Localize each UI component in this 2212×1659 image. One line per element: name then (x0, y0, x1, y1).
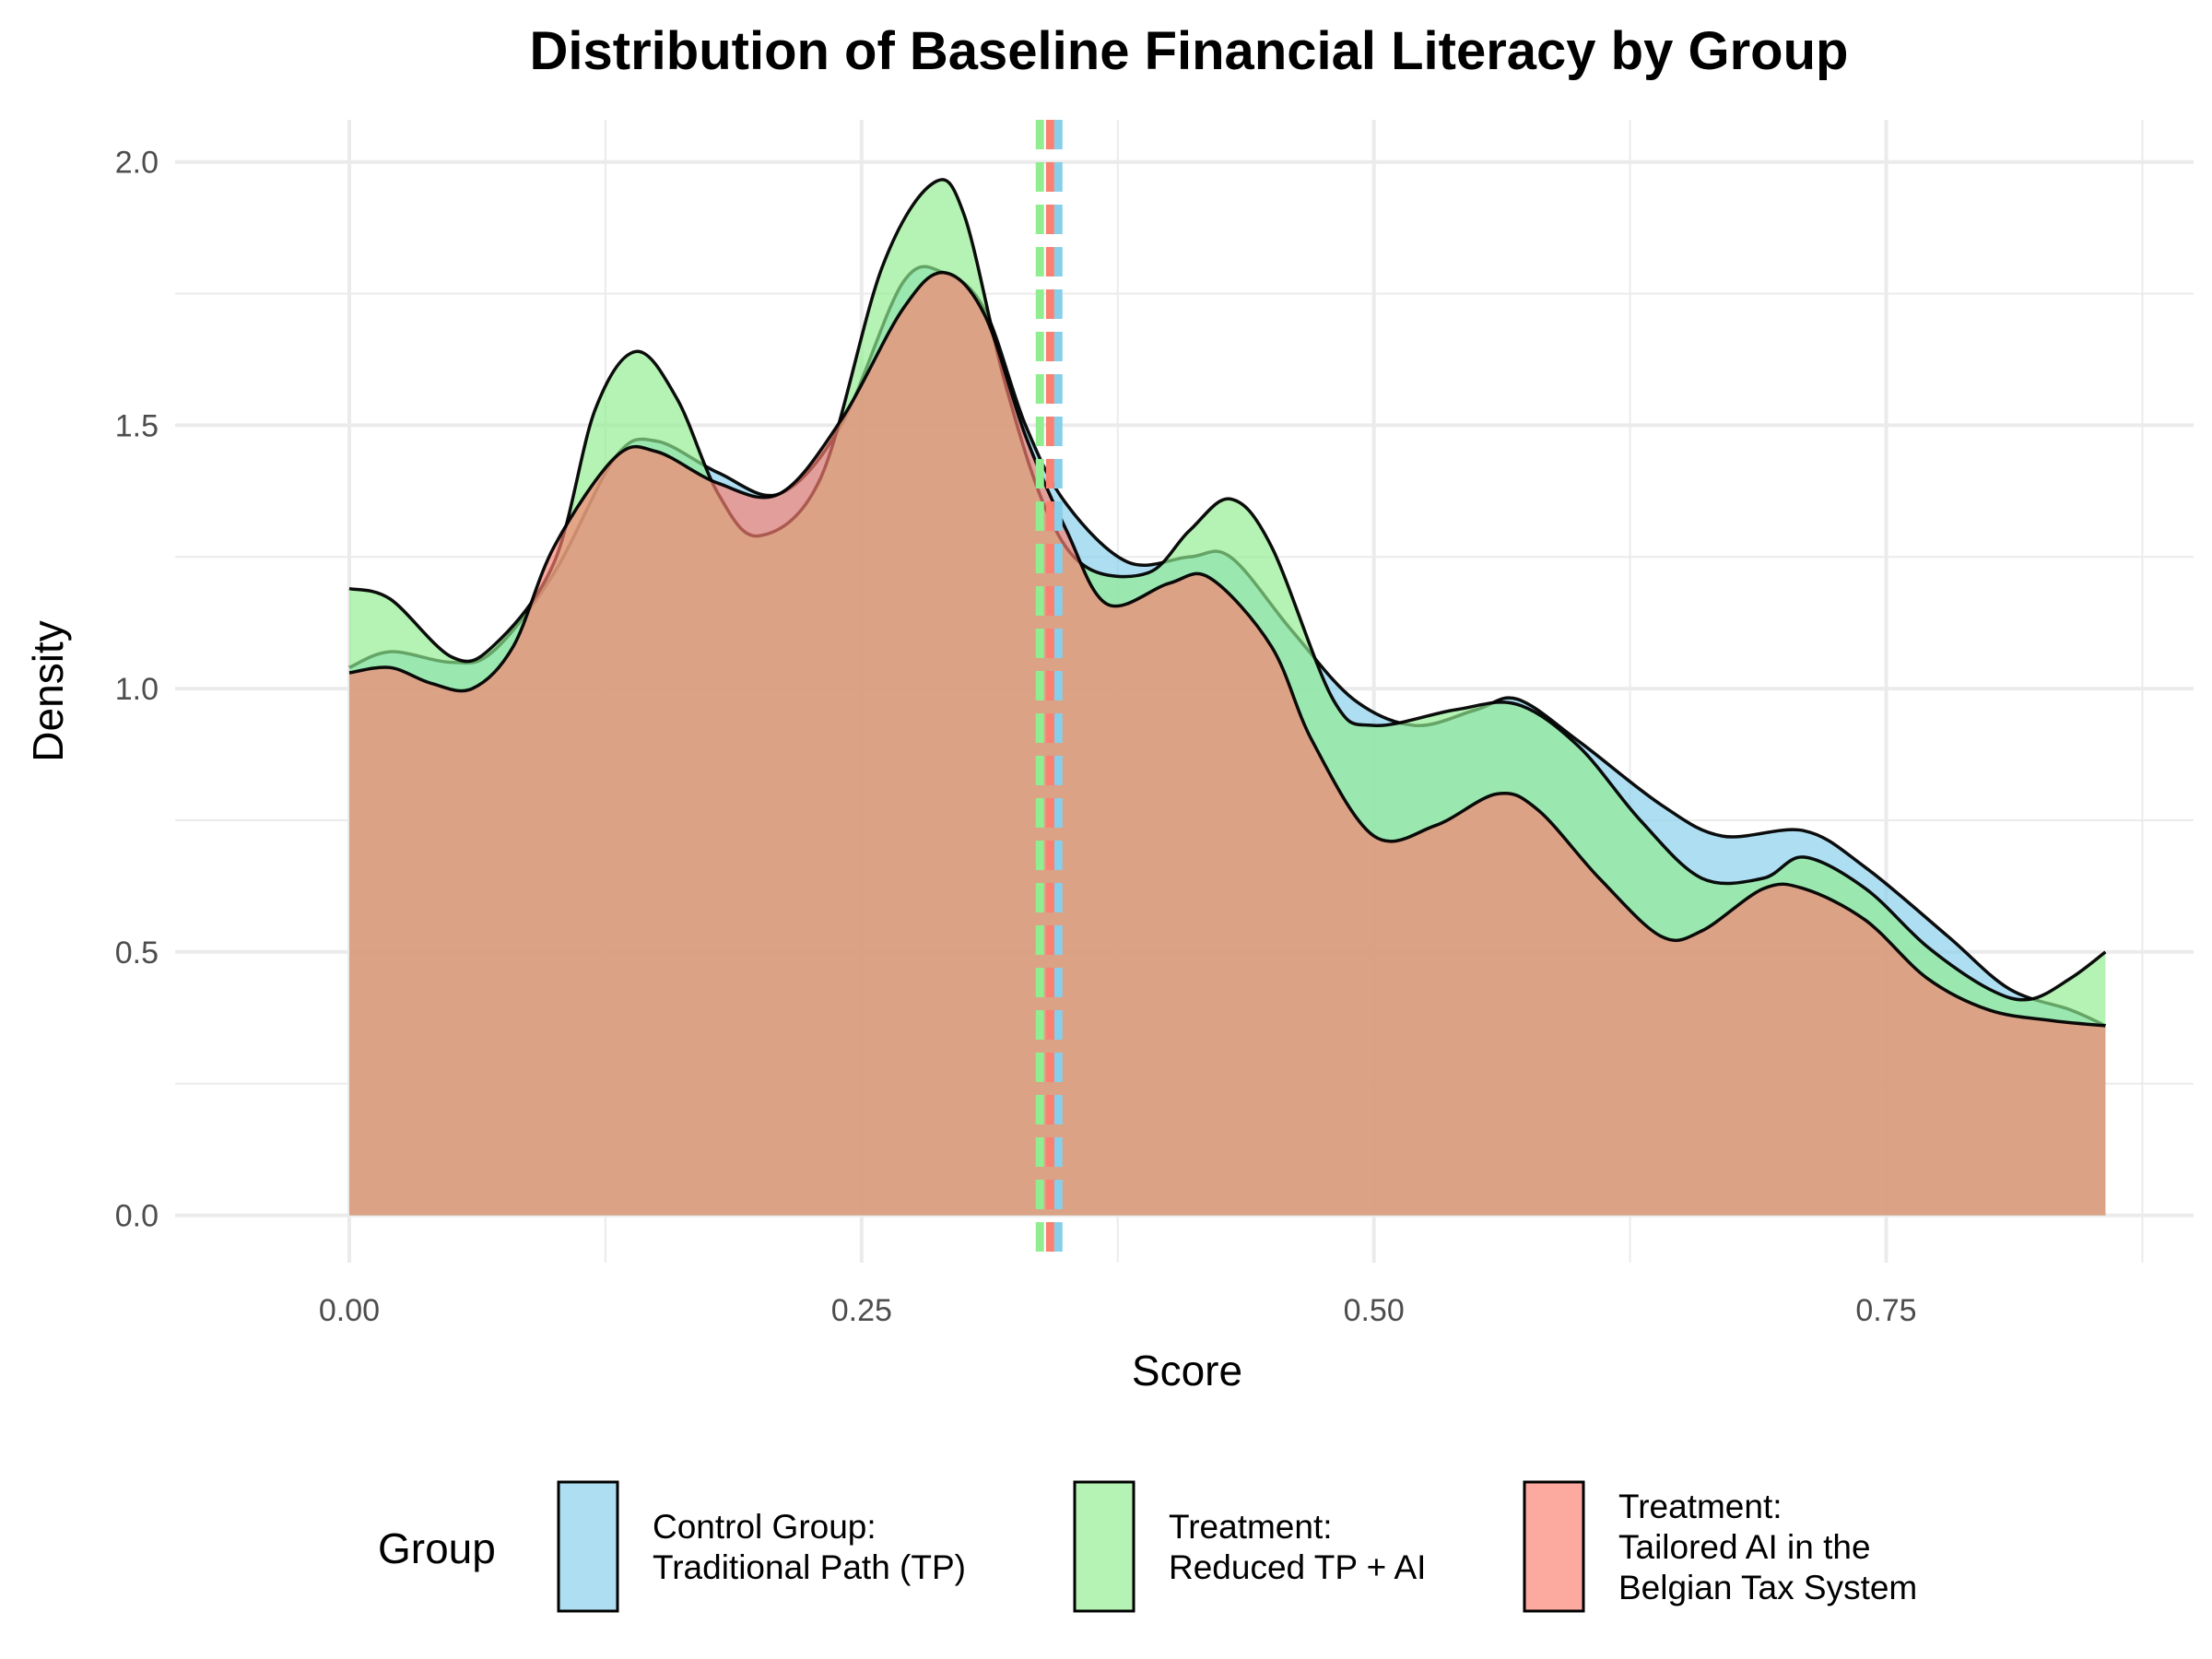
y-tick-label-0: 0.0 (115, 1199, 159, 1234)
x-tick-label-1: 0.25 (831, 1293, 892, 1328)
legend-label-line: Reduced TP + AI (1169, 1548, 1426, 1586)
legend-key-0 (557, 1480, 619, 1613)
y-tick-label-4: 2.0 (115, 146, 159, 181)
legend-label-2: Treatment: Tailored AI in the Belgian Tax … (1618, 1488, 1917, 1606)
x-tick-label-3: 0.75 (1855, 1293, 1916, 1328)
legend-label-line: Traditional Path (TP) (653, 1548, 966, 1586)
density-areas (348, 178, 2107, 1216)
density-curve-2 (348, 270, 2106, 1028)
legend-label-line: Treatment: (1169, 1508, 1333, 1546)
chart-title: Distribution of Baseline Financial Liter… (530, 21, 1849, 81)
density-curve-1 (348, 178, 2107, 1002)
legend-label-line: Control Group: (653, 1508, 877, 1546)
legend-key-1 (1073, 1480, 1135, 1613)
x-tick-label-0: 0.00 (319, 1293, 380, 1328)
legend-items: Control Group: Traditional Path (TP) Treat… (557, 1480, 1917, 1613)
y-axis-title: Density (24, 620, 72, 761)
density-area-2 (349, 272, 2106, 1216)
mean-lines (1035, 120, 1063, 1263)
legend-label-1: Treatment: Reduced TP + AI (1169, 1508, 1426, 1586)
legend-title: Group (378, 1524, 496, 1572)
x-axis-ticks: 0.00 0.25 0.50 0.75 (319, 1293, 1917, 1328)
legend-label-line: Treatment: (1618, 1488, 1783, 1525)
legend-label-line: Belgian Tax System (1618, 1569, 1917, 1606)
y-tick-label-1: 0.5 (115, 935, 159, 971)
legend-label-0: Control Group: Traditional Path (TP) (653, 1508, 966, 1586)
legend-key-2 (1523, 1480, 1585, 1613)
legend: Group Control Group: Traditional Path (TP… (378, 1480, 1917, 1613)
y-axis-ticks: 0.0 0.5 1.0 1.5 2.0 (115, 146, 159, 1234)
y-tick-label-2: 1.0 (115, 672, 159, 707)
x-tick-label-2: 0.50 (1344, 1293, 1405, 1328)
y-tick-label-3: 1.5 (115, 408, 159, 443)
legend-label-line: Tailored AI in the (1618, 1528, 1871, 1566)
x-axis-title: Score (1132, 1347, 1242, 1394)
